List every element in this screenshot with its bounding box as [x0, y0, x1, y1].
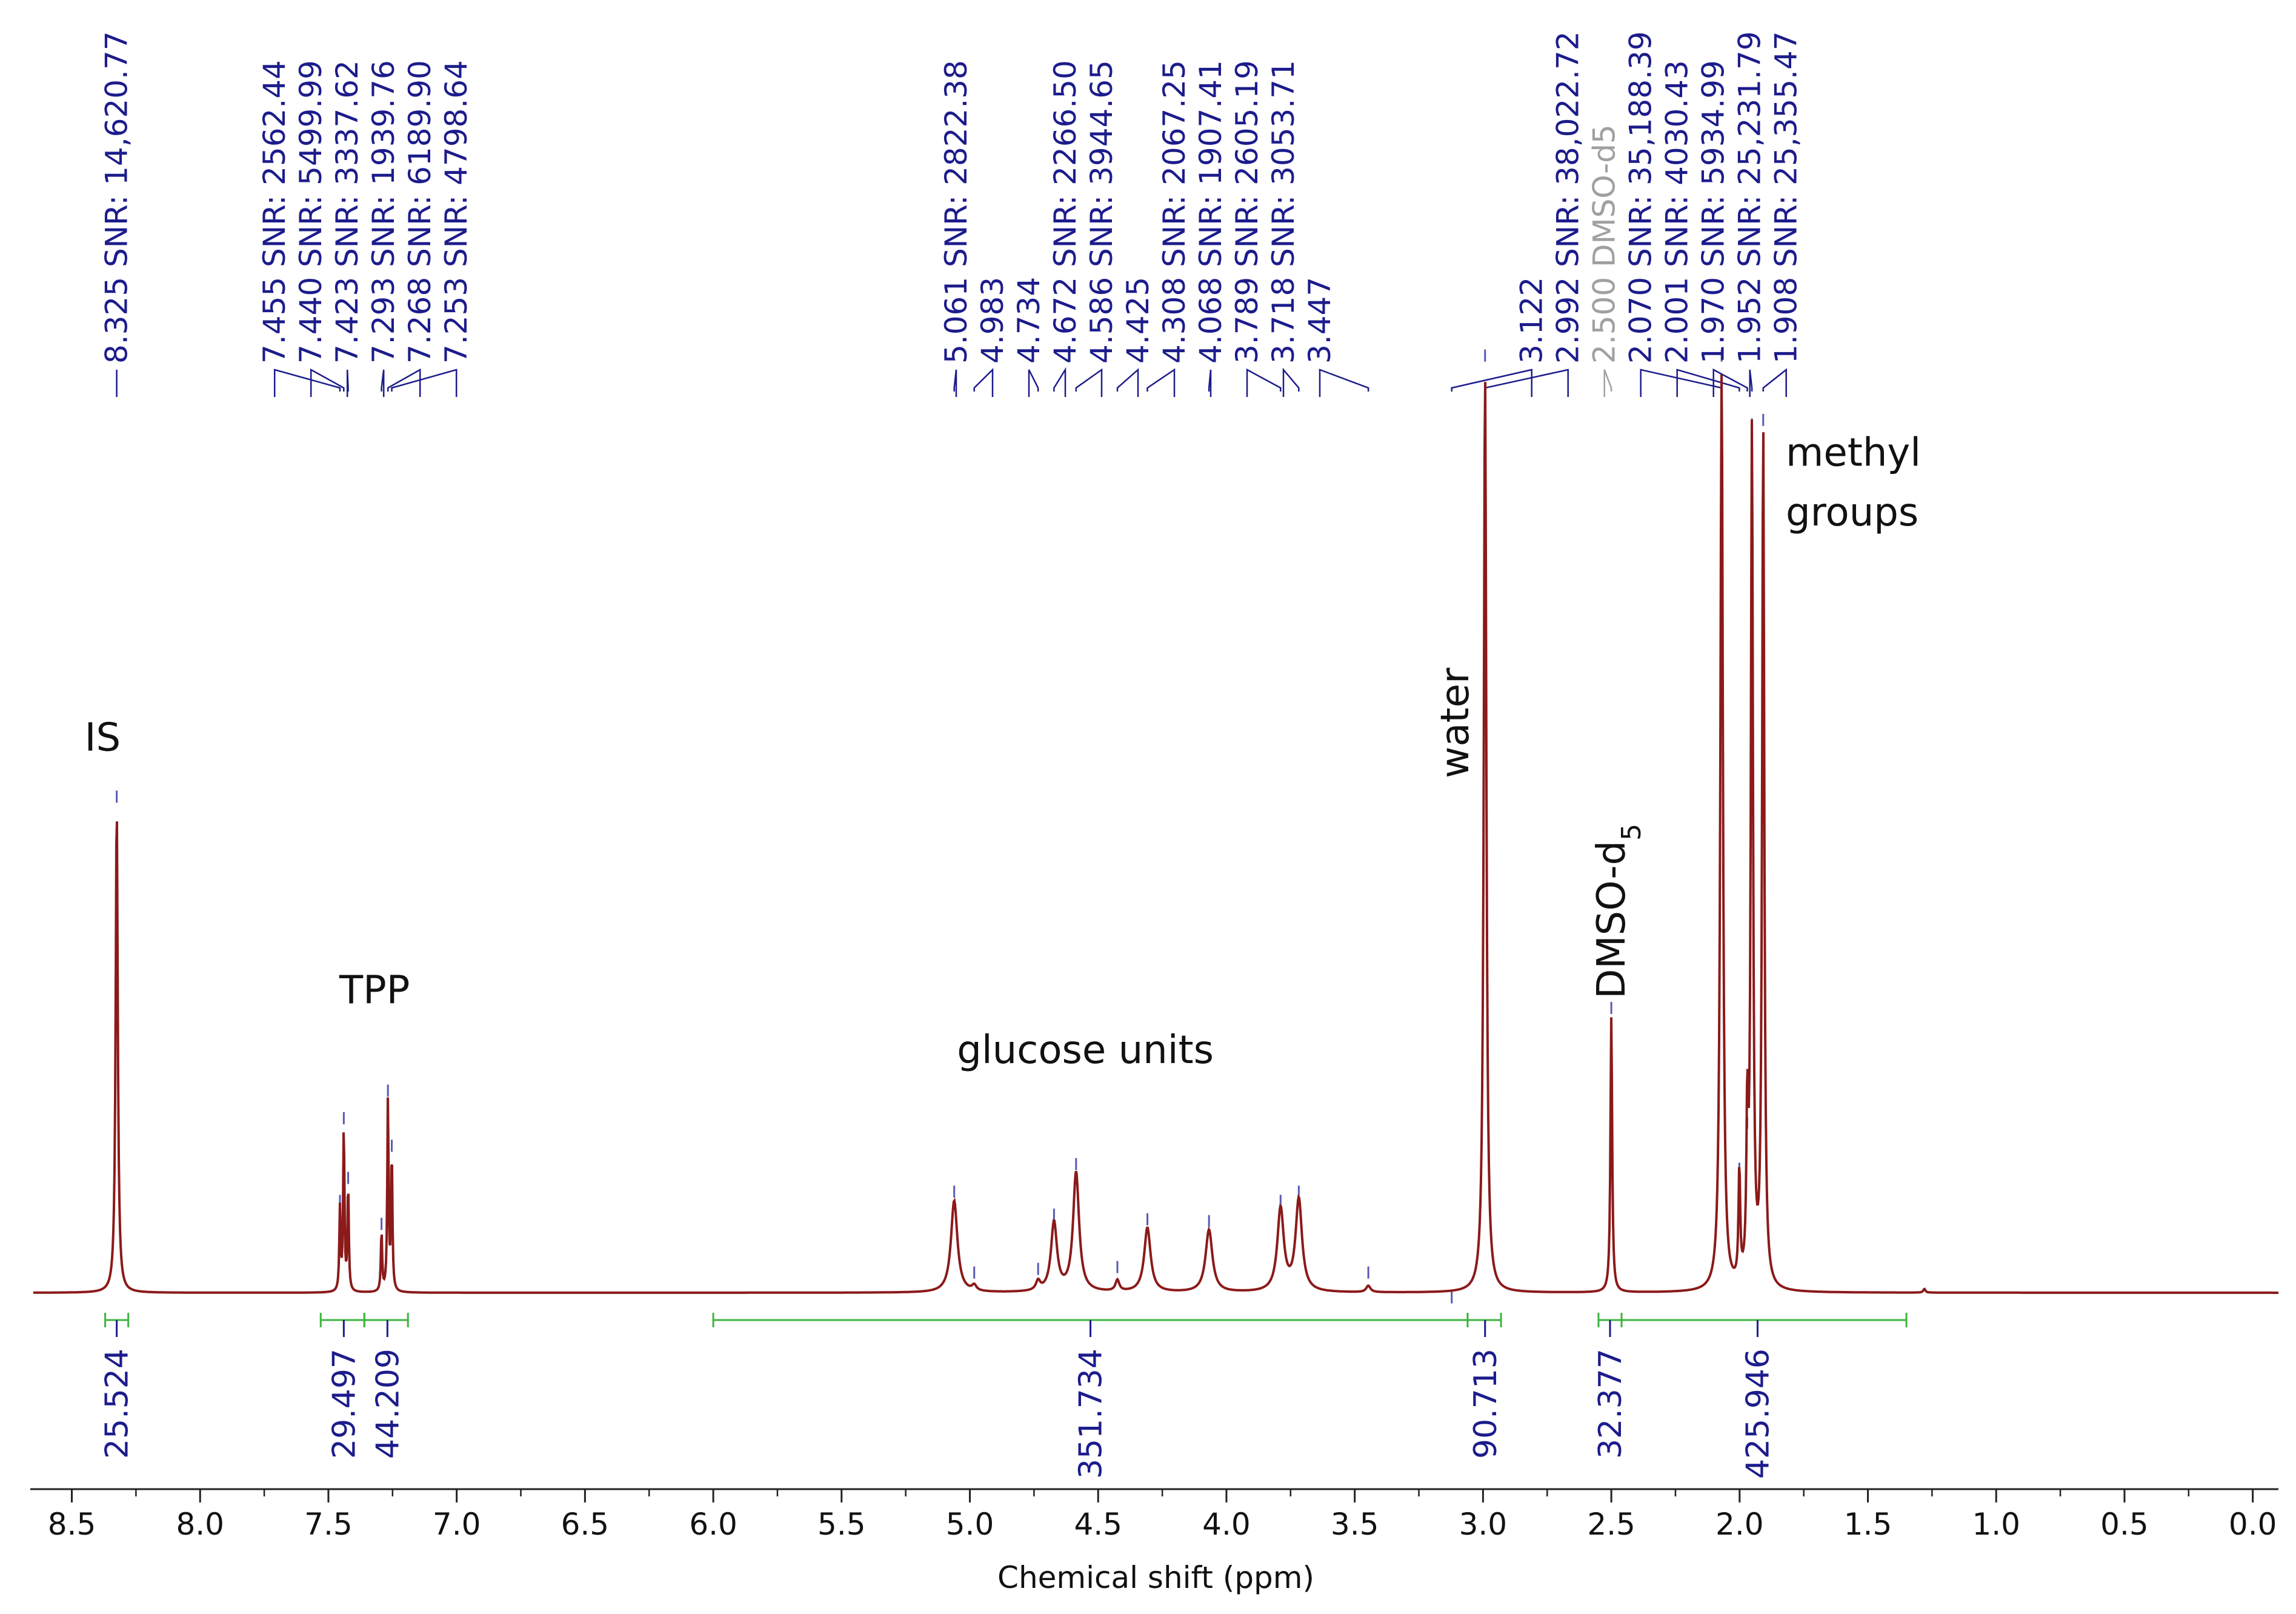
peak-label: 4.425 — [1120, 277, 1156, 364]
peak-leader-line — [1208, 369, 1212, 397]
peak-leader-line — [381, 369, 385, 397]
x-axis: Chemical shift (ppm) 8.5 8.0 7.5 7.0 6.5 6.0 5… — [30, 1488, 2278, 1595]
integral-value: 425.946 — [1740, 1349, 1776, 1479]
peak-leader-line — [1116, 368, 1139, 397]
peak-leader-line — [346, 369, 349, 397]
annotation-label-vertical: water — [1433, 667, 1478, 778]
peak-leader-line — [391, 368, 458, 397]
x-tick-label: 4.5 — [1074, 1507, 1122, 1542]
peak-leader-line — [1640, 368, 1723, 397]
x-tick-label: 0.0 — [2229, 1507, 2277, 1542]
integral-value: 25.524 — [99, 1349, 136, 1459]
annotation-label: TPP — [339, 968, 410, 1013]
peak-label: 4.983 — [975, 277, 1010, 364]
peak-leader-line — [1282, 367, 1300, 397]
annotation-label: groups — [1786, 490, 1918, 535]
annotation-layer: IS TPP glucose units methyl groups water DMSO-… — [85, 431, 1921, 1073]
spectrum-layer — [33, 374, 2278, 1294]
peak-label: 2.070 SNR: 35,188.39 — [1623, 31, 1659, 364]
peak-leader-line — [387, 368, 421, 397]
x-tick-label: 8.0 — [176, 1507, 224, 1542]
integral-value: 351.734 — [1073, 1349, 1110, 1479]
annotation-label: methyl — [1786, 431, 1921, 476]
x-tick-label: 6.5 — [561, 1507, 610, 1542]
peak-label: 5.061 SNR: 2822.38 — [939, 60, 974, 364]
peak-label-layer: 8.325 SNR: 14,620.77 7.455 SNR: 2562.44 7.… — [99, 31, 1804, 1304]
peak-label: 2.992 SNR: 38,022.72 — [1551, 31, 1586, 364]
peak-label: 4.734 — [1011, 277, 1047, 364]
peak-label: 1.952 SNR: 25,231.79 — [1732, 31, 1768, 364]
peak-leader-line — [1451, 368, 1532, 397]
peak-label: 4.308 SNR: 2067.25 — [1157, 60, 1192, 364]
x-axis-title: Chemical shift (ppm) — [997, 1560, 1314, 1595]
peak-label: 7.455 SNR: 2562.44 — [257, 60, 292, 364]
peak-label: 3.789 SNR: 2605.19 — [1230, 60, 1265, 364]
peak-label: 2.001 SNR: 4030.43 — [1660, 60, 1695, 364]
peak-leader-line — [973, 368, 994, 397]
x-tick-label: 8.5 — [48, 1507, 96, 1542]
x-tick-label: 7.0 — [433, 1507, 481, 1542]
integral-value: 90.713 — [1468, 1349, 1504, 1459]
x-tick-label: 1.0 — [1972, 1507, 2020, 1542]
peak-leader-line — [1075, 368, 1103, 397]
peak-leader-line — [1146, 368, 1176, 397]
peak-leader-line — [1484, 368, 1569, 397]
x-tick-label: 5.5 — [817, 1507, 866, 1542]
peak-leader-line — [310, 368, 345, 397]
x-tick-label: 3.5 — [1331, 1507, 1379, 1542]
peak-label: 3.718 SNR: 3053.71 — [1266, 60, 1301, 364]
peak-leader-line — [1749, 369, 1753, 397]
spectrum-trace — [33, 374, 2278, 1294]
integral-value: 44.209 — [370, 1349, 406, 1459]
peak-leader-line — [1028, 369, 1039, 397]
peak-leader-line — [1762, 368, 1787, 397]
x-tick-label: 4.0 — [1202, 1507, 1251, 1542]
peak-label: 7.440 SNR: 5499.99 — [293, 60, 328, 364]
peak-label: 4.586 SNR: 3944.65 — [1084, 60, 1119, 364]
peak-label: 3.122 — [1514, 277, 1549, 364]
integral-value: 32.377 — [1592, 1349, 1629, 1459]
annotation-subscript: 5 — [1616, 824, 1647, 841]
x-tick-label: 2.5 — [1587, 1507, 1635, 1542]
annotation-label: glucose units — [957, 1028, 1214, 1073]
x-tick-label: 3.0 — [1459, 1507, 1508, 1542]
x-tick-label: 2.0 — [1715, 1507, 1764, 1542]
peak-label: 7.423 SNR: 3337.62 — [330, 60, 365, 364]
peak-label: 3.447 — [1302, 277, 1337, 364]
peak-leader-line — [1246, 368, 1282, 397]
integral-layer: 25.524 29.497 44.209 351.734 90.713 32.377 425… — [99, 1313, 1908, 1479]
peak-label: 7.293 SNR: 1939.76 — [366, 60, 401, 364]
peak-label: 4.672 SNR: 2266.50 — [1048, 60, 1083, 364]
x-tick-label: 0.5 — [2100, 1507, 2149, 1542]
annotation-label: IS — [85, 716, 121, 761]
x-tick-label: 1.5 — [1844, 1507, 1892, 1542]
peak-label: 8.325 SNR: 14,620.77 — [99, 31, 135, 364]
peak-leader-line — [1676, 368, 1740, 397]
peak-label: 1.908 SNR: 25,355.47 — [1769, 31, 1804, 364]
integral-value: 29.497 — [326, 1349, 362, 1459]
annotation-label-vertical: DMSO-d5 — [1589, 824, 1647, 999]
peak-leader-line — [1603, 369, 1612, 397]
peak-leader-line — [1053, 367, 1066, 397]
peak-label: 1.970 SNR: 5934.99 — [1696, 60, 1731, 364]
peak-label: 7.253 SNR: 4798.64 — [439, 60, 474, 364]
peak-label: 2.500 DMSO-d5 — [1587, 124, 1622, 364]
peak-label: 7.268 SNR: 6189.90 — [402, 60, 438, 364]
peak-leader-line — [1712, 368, 1748, 397]
peak-leader-line — [1319, 368, 1369, 397]
x-tick-label: 6.0 — [689, 1507, 737, 1542]
peak-leader-line — [953, 369, 957, 397]
peak-label: 4.068 SNR: 1907.41 — [1193, 60, 1228, 364]
peak-leader-line — [273, 368, 341, 397]
x-tick-label: 5.0 — [946, 1507, 994, 1542]
x-tick-label: 7.5 — [304, 1507, 353, 1542]
